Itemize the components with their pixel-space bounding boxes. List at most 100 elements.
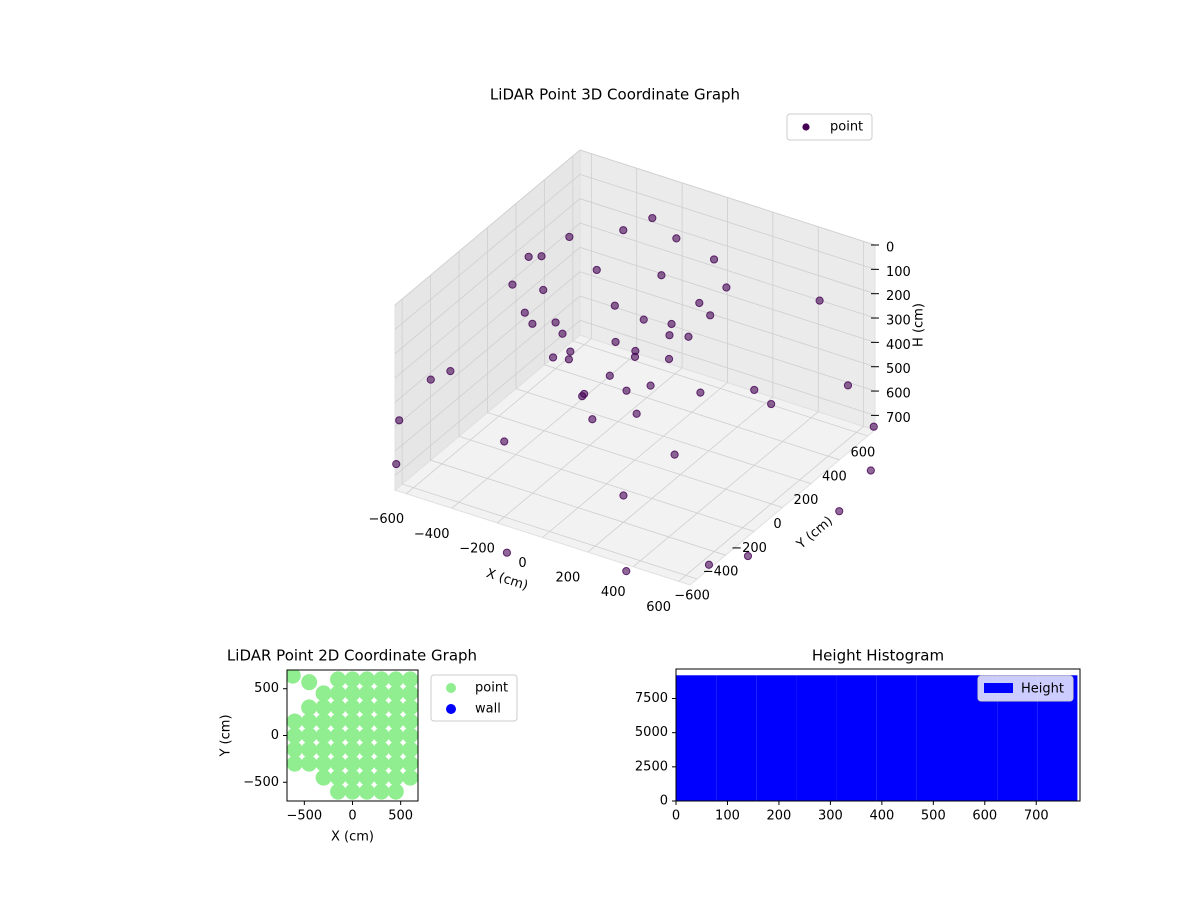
grid-line <box>579 222 876 319</box>
point <box>580 389 589 399</box>
point <box>664 354 674 364</box>
point <box>387 783 404 800</box>
point <box>508 280 517 289</box>
grid-line <box>401 483 698 580</box>
point <box>358 769 375 786</box>
point <box>344 685 361 702</box>
grid-line <box>487 412 783 508</box>
grid-line <box>394 149 581 306</box>
y-tick-label: 0 <box>271 728 279 743</box>
y-tick-label: 7500 <box>635 691 668 706</box>
legend-box <box>430 674 518 722</box>
point <box>565 232 574 242</box>
point <box>373 755 390 772</box>
chart-title: LiDAR Point 2D Coordinate Graph <box>227 647 477 665</box>
point <box>301 727 318 744</box>
chart-title: Height Histogram <box>812 647 944 665</box>
x-axis-label: X (cm) <box>331 830 374 845</box>
point <box>528 319 537 328</box>
point <box>670 450 679 459</box>
legend-label: point <box>475 681 508 696</box>
point <box>566 347 575 356</box>
y-tick-label: −500 <box>243 775 279 790</box>
z-tick-label: 500 <box>886 362 911 377</box>
point <box>866 466 875 475</box>
y-tick-label: −600 <box>674 589 710 604</box>
grid-line <box>544 364 840 461</box>
point <box>344 671 361 688</box>
x-tick-label: 600 <box>646 600 671 615</box>
point <box>315 685 332 702</box>
point <box>722 283 731 292</box>
point <box>524 252 533 261</box>
z-tick-label: 0 <box>886 241 894 256</box>
point <box>387 769 404 786</box>
point <box>619 491 628 500</box>
bar <box>756 675 797 801</box>
x-tick-label: −600 <box>368 512 404 527</box>
point <box>330 783 347 800</box>
point <box>373 769 390 786</box>
point <box>632 409 641 418</box>
x-tick-label: 0 <box>518 556 526 571</box>
point <box>695 298 704 308</box>
point <box>704 560 714 569</box>
point <box>387 755 404 772</box>
x-tick-label: 700 <box>1024 809 1049 824</box>
y-tick-label: −400 <box>703 565 739 580</box>
grid-line <box>394 174 581 330</box>
point <box>287 741 303 758</box>
y-tick-label: 0 <box>773 517 781 532</box>
point <box>344 741 361 758</box>
point <box>665 331 674 340</box>
point <box>344 699 361 716</box>
point <box>344 727 361 744</box>
point <box>301 674 318 691</box>
point <box>330 755 347 772</box>
point <box>287 713 303 730</box>
point <box>767 399 776 409</box>
y-tick-label: −200 <box>731 541 767 556</box>
point <box>387 685 404 702</box>
x-tick-label: 300 <box>818 809 843 824</box>
legend-marker <box>446 704 456 714</box>
point <box>605 371 614 380</box>
point <box>330 671 347 688</box>
point <box>657 271 666 280</box>
grid-line <box>579 246 876 343</box>
grid-line <box>579 173 876 270</box>
x-tick-label: 500 <box>388 809 413 824</box>
y-axis-label: Y (cm) <box>219 714 234 757</box>
point <box>750 385 759 395</box>
grid-line <box>394 295 581 452</box>
point <box>373 741 390 758</box>
point <box>330 769 347 786</box>
grid-line <box>394 247 581 403</box>
grid-line <box>579 149 876 246</box>
bar <box>796 675 837 801</box>
point <box>402 769 418 786</box>
point <box>500 437 509 446</box>
y-tick-label: 5000 <box>635 725 668 740</box>
y-tick-label: 500 <box>254 681 279 696</box>
point <box>387 713 404 730</box>
bar <box>876 675 917 801</box>
point <box>564 355 573 364</box>
x-tick-label: 0 <box>348 809 356 824</box>
grid-line <box>515 388 812 485</box>
point <box>592 265 601 275</box>
point <box>373 671 390 688</box>
points <box>287 670 418 800</box>
point <box>639 315 648 324</box>
plot-frame <box>675 668 1081 802</box>
point <box>373 727 390 744</box>
grid-line <box>394 320 581 476</box>
x-tick-label: 200 <box>555 571 580 586</box>
point <box>402 713 418 730</box>
point <box>358 671 375 688</box>
x-tick-label: 100 <box>715 809 740 824</box>
x-tick-label: 400 <box>869 809 894 824</box>
point <box>402 671 418 688</box>
legend-label: wall <box>475 702 501 717</box>
